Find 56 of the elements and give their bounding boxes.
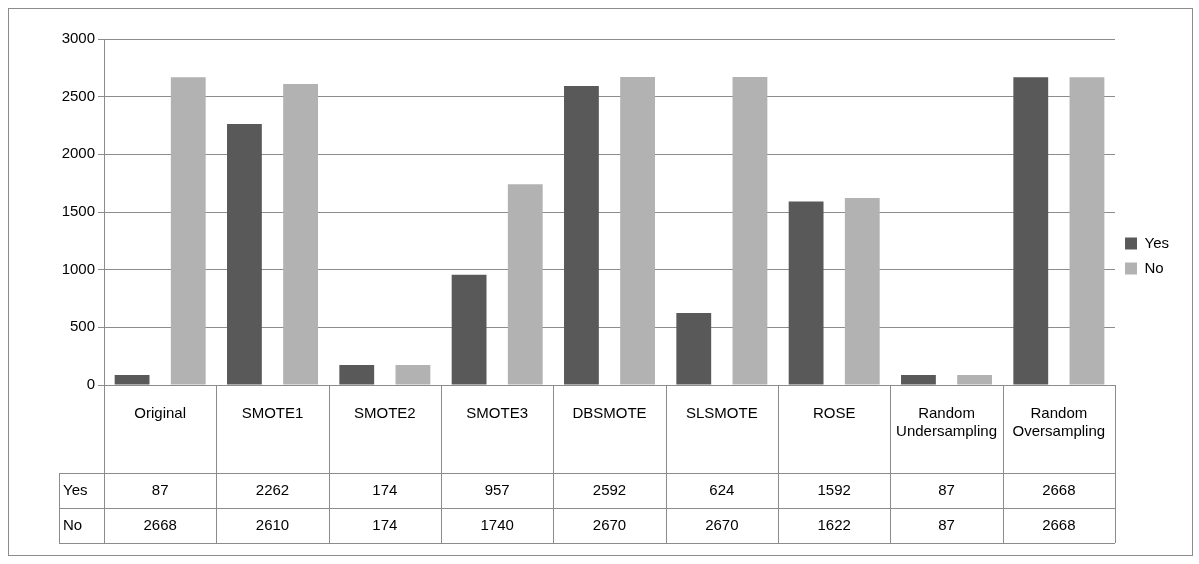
bar [283,83,318,385]
x-tick-label: Original [134,404,187,422]
data-label: 174 [372,480,398,498]
bar [788,201,824,385]
data-label: 174 [372,515,398,533]
bar [1069,77,1105,385]
x-tick-label: DBSMOTE [572,404,647,422]
bar [227,124,262,385]
bar [1013,77,1049,385]
data-label: 2592 [592,480,627,498]
bar [170,77,206,385]
data-label: 2670 [592,515,627,533]
bar [564,86,599,385]
data-label: 2668 [1042,515,1076,533]
bar [957,374,993,385]
data-label: 87 [938,515,955,533]
bar [901,374,936,385]
data-label: 2262 [255,480,290,498]
data-label: 2670 [705,515,739,533]
bar [844,197,880,385]
text: No [63,515,83,533]
x-tick-label: SMOTE3 [466,404,529,422]
x-tick-label: ROSE [812,404,856,422]
x-tick-label: Random Undersampling [896,404,997,440]
y-tick-label: 1000 [61,259,95,277]
data-label: 1622 [817,515,851,533]
data-label: 624 [709,480,735,498]
y-tick-label: 3000 [61,29,95,47]
bar [395,364,431,385]
y-tick-label: 2500 [61,86,95,104]
data-label: 1740 [480,515,514,533]
bar [339,364,375,385]
data-label: 1592 [817,480,851,498]
x-tick-label: Random Oversampling [1012,404,1106,440]
x-tick-label: SMOTE2 [354,404,416,422]
bar [676,313,712,385]
text: Yes [63,480,88,498]
data-label: 87 [938,480,955,498]
x-tick-label: SMOTE1 [241,404,304,422]
legend-label: Yes [1144,233,1170,251]
data-label: 87 [151,480,169,498]
data-label: 2668 [143,515,177,533]
bar [451,274,487,385]
data-label: 2610 [255,515,290,533]
y-tick-label: 1500 [61,202,95,220]
bar [620,77,656,385]
x-tick-label: SLSMOTE [686,404,758,422]
data-label: 957 [484,480,510,498]
bar [732,77,768,385]
y-tick-label: 2000 [61,144,95,162]
y-tick-label: 0 [86,375,95,393]
bar [114,374,150,385]
data-label: 2668 [1042,480,1076,498]
bar [507,184,543,385]
legend-label: No [1144,258,1164,276]
y-tick-label: 500 [69,317,95,335]
